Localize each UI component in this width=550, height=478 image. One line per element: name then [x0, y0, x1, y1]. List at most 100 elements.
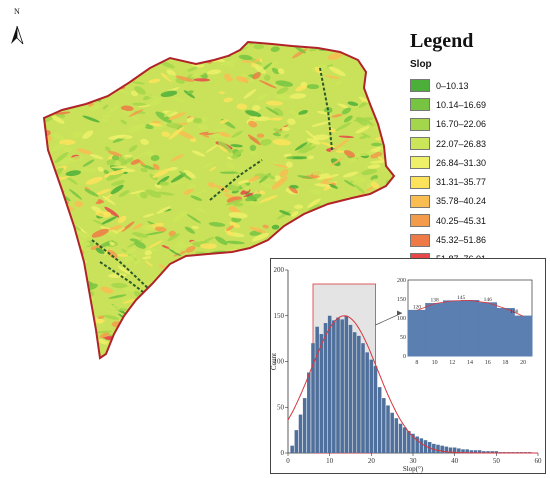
slope-patch [83, 91, 100, 99]
slope-patch [200, 350, 220, 355]
slope-patch [287, 118, 296, 125]
slope-patch [85, 176, 103, 185]
slope-patch [273, 128, 282, 134]
inset-curve [416, 300, 524, 317]
slope-patch [144, 321, 154, 328]
slope-patch [169, 181, 188, 185]
x-tick-label: 60 [535, 457, 543, 465]
slope-patch [67, 270, 83, 281]
slope-patch [191, 150, 206, 157]
slope-patch [55, 225, 66, 233]
slope-patch [347, 101, 359, 106]
slope-patch [367, 87, 384, 99]
slope-patch [254, 64, 266, 74]
histogram-bar [486, 451, 490, 453]
slope-patch [218, 131, 231, 138]
slope-patch [348, 156, 358, 163]
slope-patch [354, 184, 366, 194]
slope-patch [91, 84, 105, 92]
slope-patch [290, 240, 299, 247]
drainage-line [209, 159, 263, 201]
histogram-bar [307, 372, 311, 453]
slope-patch [381, 192, 394, 197]
histogram-bar [373, 366, 378, 453]
slope-patch [157, 332, 176, 339]
slope-patch [108, 105, 119, 114]
slope-patch [47, 262, 56, 270]
slope-patch [88, 357, 99, 358]
slope-patch [283, 153, 293, 157]
slope-patch [305, 227, 323, 238]
inset-y-tick-label: 100 [397, 316, 406, 322]
slope-patch [75, 305, 88, 309]
slope-patch [44, 170, 52, 178]
slope-patch [309, 189, 321, 195]
slope-patch [172, 210, 188, 223]
slope-patch [203, 355, 215, 358]
slope-patch [284, 134, 290, 138]
slope-patch [367, 245, 385, 255]
slope-patch [174, 327, 191, 334]
slope-patch [153, 349, 165, 355]
slope-patch [229, 339, 244, 350]
slope-patch [159, 334, 167, 342]
slope-patch [97, 315, 105, 320]
slope-patch [263, 61, 279, 72]
slope-patch [132, 223, 143, 230]
slope-patch [384, 104, 394, 110]
slope-patch [121, 221, 135, 232]
slope-patch [97, 166, 104, 172]
slope-patch [220, 336, 233, 342]
slope-patch [118, 190, 130, 197]
slope-patch [160, 72, 172, 82]
slope-patch [306, 155, 314, 160]
slope-patch [306, 84, 320, 90]
slope-patch [177, 48, 189, 53]
slope-patch [324, 75, 341, 80]
slope-patch [66, 316, 84, 326]
histogram-bar [457, 448, 461, 453]
slope-patch [247, 284, 256, 291]
slope-patch [370, 181, 380, 189]
slope-patch [202, 134, 210, 138]
slope-patch [94, 188, 111, 196]
slope-patch [185, 245, 196, 253]
slope-patch [202, 322, 209, 328]
slope-patch [71, 258, 79, 264]
slope-patch [245, 193, 262, 202]
slope-patch [379, 248, 394, 257]
slope-patch [135, 48, 151, 62]
slope-patch [44, 264, 52, 271]
slope-patch [61, 325, 76, 331]
slope-patch [177, 130, 194, 139]
slope-patch [107, 42, 125, 48]
slope-patch [381, 220, 394, 226]
slope-patch [226, 225, 234, 231]
slope-patch [201, 116, 208, 123]
slope-patch [44, 244, 54, 248]
slope-patch [121, 297, 133, 301]
slope-patch [67, 330, 84, 341]
slope-patch [367, 51, 381, 63]
inset-bar [460, 300, 480, 357]
slope-patch [72, 131, 83, 138]
slope-patch [200, 243, 217, 249]
slope-patch [165, 356, 177, 358]
slope-patch [358, 96, 371, 104]
slope-patch [154, 226, 167, 232]
slope-patch [233, 202, 244, 207]
slope-patch [262, 224, 269, 229]
slope-patch [252, 105, 261, 111]
slope-patch [131, 232, 149, 238]
slope-patch [335, 80, 342, 86]
slope-patch [316, 173, 330, 180]
slope-patch [216, 305, 228, 309]
slope-patch [54, 251, 65, 257]
x-tick-label: 10 [326, 457, 334, 465]
slope-patch [45, 209, 57, 217]
histogram-bar [452, 447, 457, 453]
slope-patch [219, 289, 231, 295]
slope-patch [226, 156, 233, 160]
slope-patch [68, 243, 76, 251]
